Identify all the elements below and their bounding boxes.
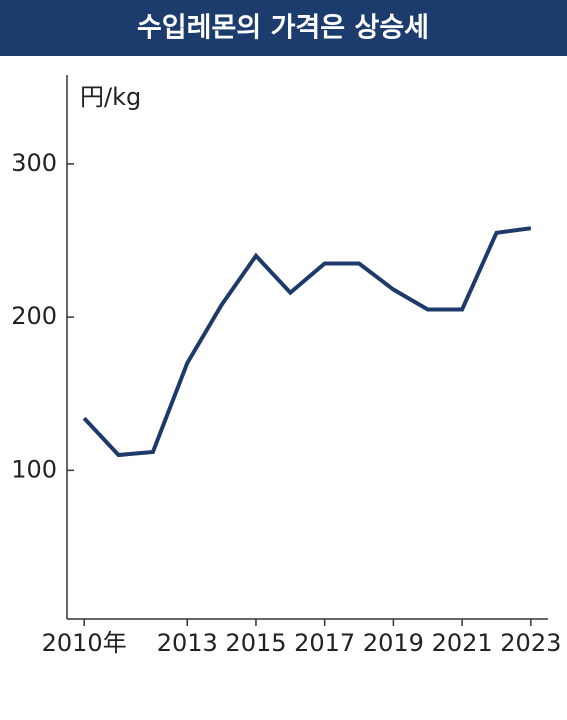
line-series (82, 226, 532, 458)
x-tick-label: 2013 (157, 629, 218, 657)
y-tick-label: 300 (11, 149, 57, 177)
x-tick-label: 2021 (432, 629, 493, 657)
x-tick-label: 2015 (225, 629, 286, 657)
title-banner (0, 0, 567, 56)
y-tick-label: 100 (11, 455, 57, 483)
chart-title: 수입레몬의 가격은 상승세 (137, 13, 429, 44)
x-tick-label: 2010年 (42, 629, 127, 657)
x-tick-label: 2023 (500, 629, 561, 657)
y-axis-label: 円/kg (80, 83, 141, 111)
x-tick-label: 2017 (294, 629, 355, 657)
x-tick-label: 2019 (363, 629, 424, 657)
y-tick-label: 200 (11, 302, 57, 330)
